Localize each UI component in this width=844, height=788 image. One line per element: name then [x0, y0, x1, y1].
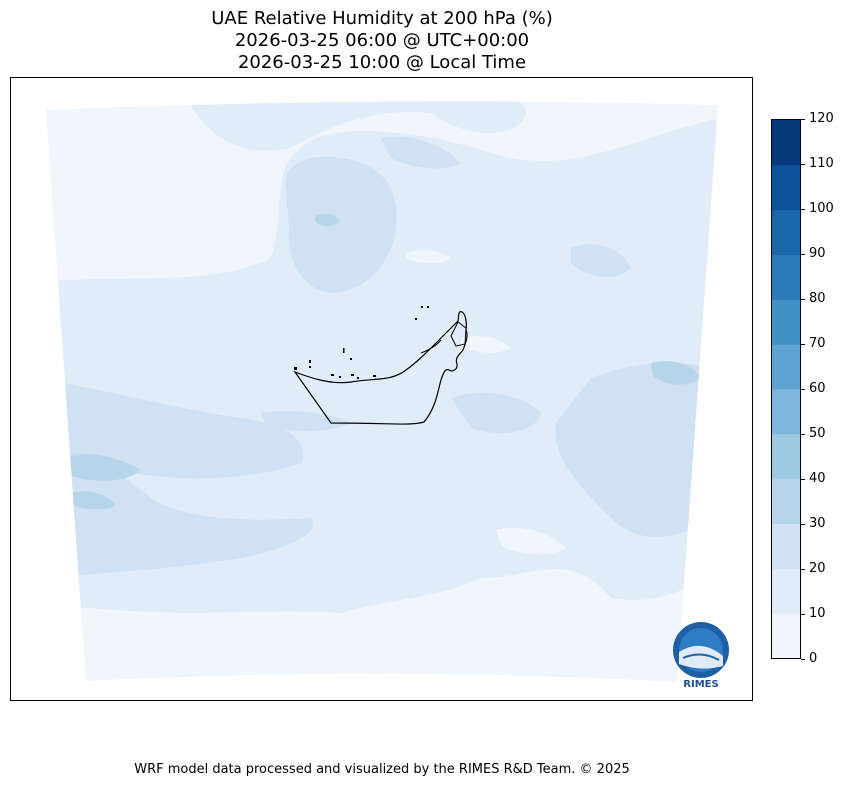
rh-contour-20-30 — [285, 156, 397, 293]
colorbar-segment — [772, 568, 800, 614]
colorbar-segment — [772, 433, 800, 480]
colorbar-segment — [772, 164, 800, 211]
svg-text:RIMES: RIMES — [683, 679, 718, 690]
colorbar-segment — [772, 389, 800, 435]
colorbar-segment — [772, 120, 800, 166]
map-panel: RIMES — [10, 77, 753, 701]
colorbar-segment — [772, 344, 800, 390]
colorbar-segment — [772, 478, 800, 524]
rimes-logo: RIMES — [673, 622, 729, 690]
local-time: 2026-03-25 10:00 @ Local Time — [237, 52, 527, 73]
utc-time: 2026-03-25 06:00 @ UTC+00:00 — [234, 30, 530, 51]
colorbar-segment — [772, 299, 800, 345]
colorbar-segment — [772, 254, 800, 300]
colorbar-segment — [772, 209, 800, 255]
colorbar — [771, 119, 801, 659]
map-title: UAE Relative Humidity at 200 hPa (%) — [211, 8, 553, 29]
colorbar-segment — [772, 523, 800, 569]
uae-islands — [294, 306, 429, 379]
colorbar-segment — [772, 613, 800, 658]
uae-border — [293, 311, 468, 425]
footer-credit: WRF model data processed and visualized … — [134, 762, 630, 777]
rh-contour-30-40 — [66, 453, 141, 481]
rh-contour-10-20 — [46, 118, 718, 613]
